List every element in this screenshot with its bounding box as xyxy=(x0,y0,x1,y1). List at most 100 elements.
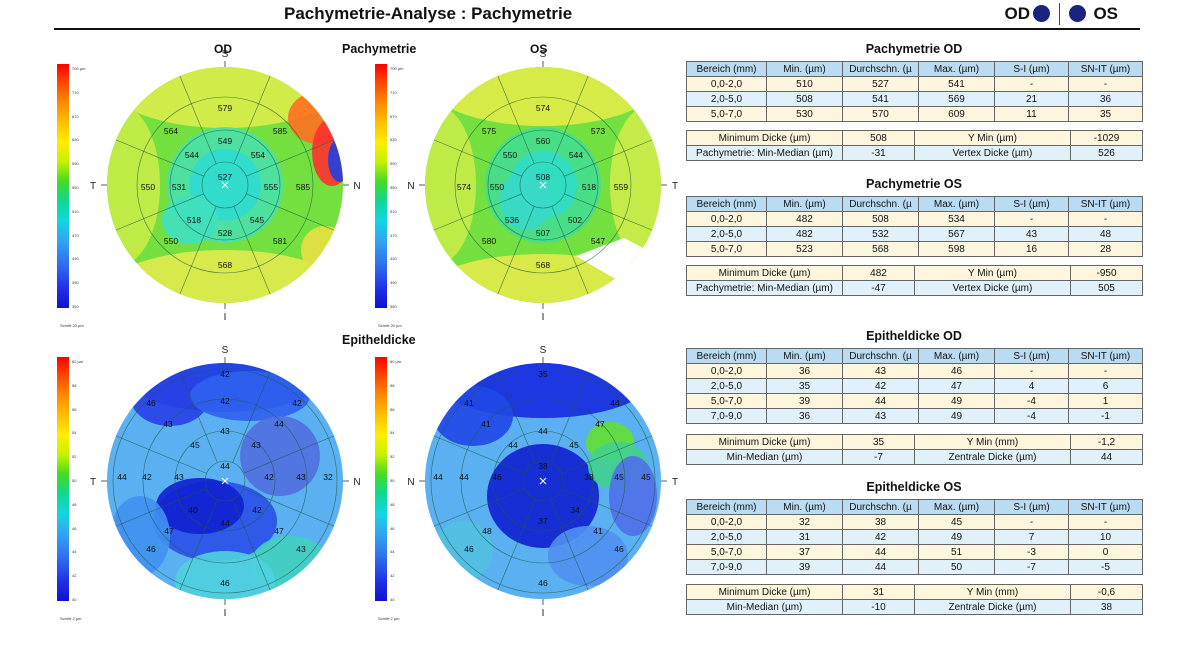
scale-tick-label: 48 xyxy=(390,501,395,507)
zone-value: 47 xyxy=(274,526,284,536)
pachymetry-os-stats: Minimum Dicke (µm) 482 Y Min (µm) -950 Pachy… xyxy=(686,265,1143,296)
epithelium-color-scale-od xyxy=(57,357,69,601)
table-row: 7,0-9,0 39 44 50 -7 -5 xyxy=(686,559,1143,575)
eye-label-os: OS xyxy=(1093,4,1118,23)
scale-tick-label: 40 xyxy=(72,597,77,602)
table-cell: 5,0-7,0 xyxy=(686,393,767,409)
header-divider xyxy=(1059,3,1060,25)
table-cell: 570 xyxy=(842,106,919,122)
zone-value: 44 xyxy=(508,440,518,450)
zone-value: 42 xyxy=(264,472,274,482)
compass-label-left: T xyxy=(90,477,96,488)
zone-value: 46 xyxy=(146,544,156,554)
zone-value: 43 xyxy=(251,440,261,450)
table-cell: 44 xyxy=(842,559,919,575)
scale-tick-label: 54 xyxy=(390,430,395,436)
scale-tick-label: 42 xyxy=(390,573,395,579)
zone-value: 545 xyxy=(250,215,264,225)
table-cell: 32 xyxy=(766,514,843,530)
scale-tick-label: 56 xyxy=(390,406,395,412)
scale-step-label: Schritt 2 µm xyxy=(378,616,400,621)
compass-label-bottom: I xyxy=(224,608,227,619)
table-cell: 48 xyxy=(1068,226,1143,242)
scale-tick-label: 56 xyxy=(72,406,77,412)
stats-cell: 526 xyxy=(1070,145,1143,161)
stats-cell: Vertex Dicke (µm) xyxy=(914,280,1071,296)
column-header: Durchschn. (µ xyxy=(842,348,919,364)
eye-label-od: OD xyxy=(1004,4,1031,23)
scale-tick-label: 630 xyxy=(390,137,397,143)
table-title-epi-od: Epitheldicke OD xyxy=(866,329,962,343)
zone-value: 554 xyxy=(251,150,265,160)
zone-value: 518 xyxy=(187,215,201,225)
zone-value: 43 xyxy=(296,544,306,554)
scale-tick-label: 710 xyxy=(72,89,79,95)
zone-value: 44 xyxy=(538,426,548,436)
table-cell: - xyxy=(1068,514,1143,530)
epithelium-od-table: Bereich (mm) Min. (µm) Durchschn. (µ Max. (… xyxy=(686,348,1143,424)
column-header: Durchschn. (µ xyxy=(842,196,919,212)
scale-tick-label: 44 xyxy=(390,549,395,555)
table-row: 0,0-2,0 32 38 45- - xyxy=(686,514,1143,530)
zone-value: 544 xyxy=(185,150,199,160)
compass-label-top: S xyxy=(540,49,547,60)
table-row: 5,0-7,0 523 568 598 16 28 xyxy=(686,241,1143,257)
os-dot-icon xyxy=(1069,5,1086,22)
stats-cell: 31 xyxy=(842,584,915,600)
stats-row: Pachymetrie: Min-Median (µm) -47 Vertex Di… xyxy=(686,280,1143,296)
zone-value: 544 xyxy=(569,150,583,160)
column-header: S-I (µm) xyxy=(994,348,1069,364)
stats-cell: -1,2 xyxy=(1070,434,1143,450)
table-cell: 49 xyxy=(918,408,995,424)
stats-cell: 35 xyxy=(842,434,915,450)
stats-cell: Pachymetrie: Min-Median (µm) xyxy=(686,145,843,161)
scale-tick-label: 710 xyxy=(390,89,397,95)
scale-tick-label: 50 xyxy=(72,478,77,483)
scale-tick-label: 350 xyxy=(390,304,397,309)
table-cell: -4 xyxy=(994,408,1069,424)
epithelium-section-title: Epitheldicke xyxy=(342,333,416,347)
report-header: Pachymetrie-Analyse : Pachymetrie OD OS xyxy=(54,0,1140,30)
table-cell: 35 xyxy=(1068,106,1143,122)
table-row: 2,0-5,0 508 541 569 21 36 xyxy=(686,91,1143,107)
table-cell: 5,0-7,0 xyxy=(686,544,767,560)
zone-value: 46 xyxy=(146,398,156,408)
compass-label-left: N xyxy=(407,181,414,192)
scale-tick-label: 550 xyxy=(72,185,79,190)
zone-value: 46 xyxy=(614,544,624,554)
column-header: Max. (µm) xyxy=(918,196,995,212)
zone-value: 44 xyxy=(433,472,443,482)
zone-value: 575 xyxy=(482,126,496,136)
zone-value: 44 xyxy=(610,398,620,408)
column-header: S-I (µm) xyxy=(994,196,1069,212)
table-cell: 36 xyxy=(766,363,843,379)
zone-value: 45 xyxy=(569,440,579,450)
stats-cell: Min-Median (µm) xyxy=(686,599,843,615)
table-cell: 38 xyxy=(842,514,919,530)
zone-value: 585 xyxy=(296,182,310,192)
compass-label-top: S xyxy=(540,345,547,356)
stats-cell: 38 xyxy=(1070,599,1143,615)
table-row: 5,0-7,0 37 44 51 -3 0 xyxy=(686,544,1143,560)
zone-value: 44 xyxy=(459,472,469,482)
table-cell: 530 xyxy=(766,106,843,122)
table-cell: 5,0-7,0 xyxy=(686,106,767,122)
table-cell: 35 xyxy=(766,378,843,394)
table-cell: -3 xyxy=(994,544,1069,560)
scale-tick-label: 52 xyxy=(72,454,77,460)
stats-row: Min-Median (µm) -7 Zentrale Dicke (µm) 44 xyxy=(686,449,1143,465)
table-title-pachy-os: Pachymetrie OS xyxy=(866,177,962,191)
table-cell: 42 xyxy=(842,378,919,394)
table-cell: - xyxy=(1068,76,1143,92)
table-cell: 2,0-5,0 xyxy=(686,91,767,107)
zone-value: 579 xyxy=(218,103,232,113)
stats-cell: Y Min (mm) xyxy=(914,584,1071,600)
column-header: Bereich (mm) xyxy=(686,348,767,364)
table-cell: 523 xyxy=(766,241,843,257)
column-header: SN-IT (µm) xyxy=(1068,348,1143,364)
scale-tick-label: 510 xyxy=(390,208,397,214)
compass-label-top: S xyxy=(222,345,229,356)
table-cell: 0 xyxy=(1068,544,1143,560)
zone-value: 41 xyxy=(481,419,491,429)
map-label-os: OS xyxy=(530,42,548,56)
